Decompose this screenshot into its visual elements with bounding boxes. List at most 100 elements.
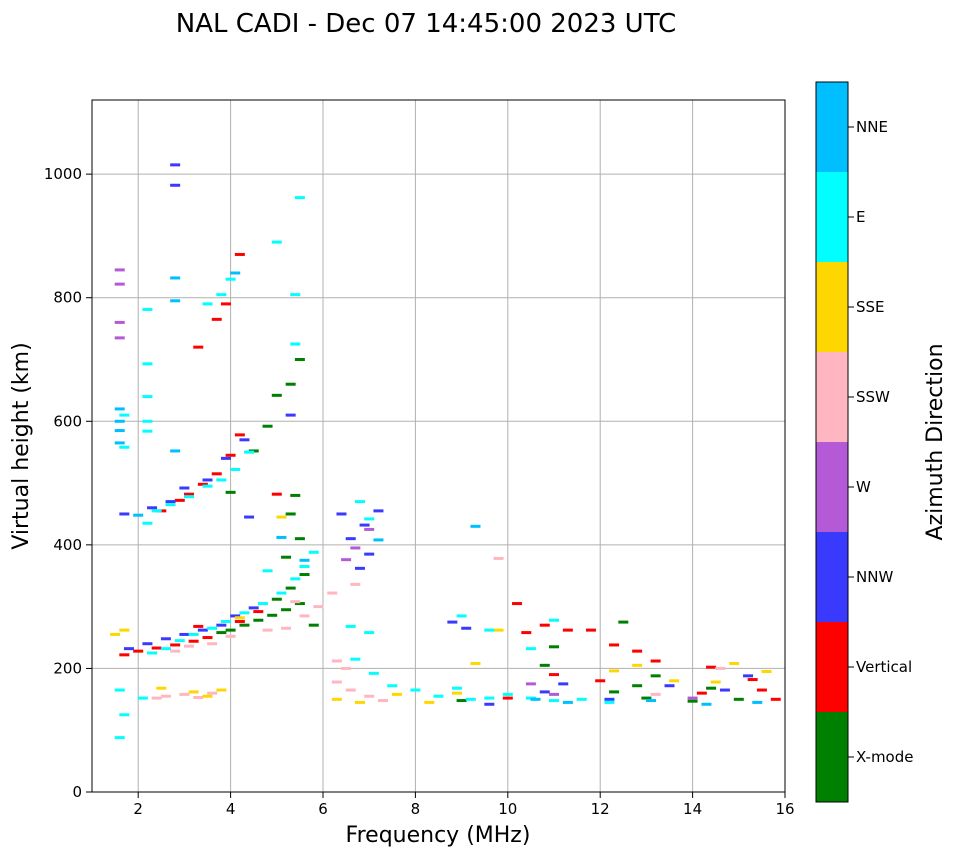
echo-point-nnw xyxy=(160,637,171,641)
echo-point-nnw xyxy=(461,626,472,630)
echo-point-e xyxy=(114,736,125,740)
echo-point-vertical xyxy=(696,691,707,695)
echo-point-e xyxy=(142,521,153,525)
echo-point-e xyxy=(142,307,153,311)
echo-point-e xyxy=(433,694,444,698)
echo-point-vertical xyxy=(234,433,245,437)
echo-point-w xyxy=(114,282,125,286)
echo-point-e xyxy=(354,500,365,504)
echo-point-vertical xyxy=(184,492,195,496)
echo-marks xyxy=(110,163,781,740)
echo-point-ssw xyxy=(493,556,504,560)
echo-point-nnw xyxy=(447,620,458,624)
echo-point-nnw xyxy=(170,183,181,187)
echo-point-ssw xyxy=(341,666,352,670)
echo-point-vertical xyxy=(170,643,181,647)
echo-point-nne xyxy=(646,699,657,703)
echo-point-ssw xyxy=(715,666,726,670)
echo-point-e xyxy=(216,478,227,482)
echo-point-nne xyxy=(276,535,287,539)
echo-point-vertical xyxy=(220,302,231,306)
x-tick-label: 4 xyxy=(226,800,236,818)
echo-point-vertical xyxy=(756,688,767,692)
echo-point-vertical xyxy=(632,649,643,653)
echo-point-vertical xyxy=(253,610,264,614)
echo-point-sse xyxy=(424,700,435,704)
echo-point-e xyxy=(364,631,375,635)
echo-point-e xyxy=(216,293,227,297)
colorbar-swatch xyxy=(816,352,848,442)
colorbar-swatch xyxy=(816,712,848,802)
echo-point-nnw xyxy=(604,697,615,701)
echo-point-e xyxy=(525,647,536,651)
echo-point-ssw xyxy=(170,649,181,653)
echo-point-nne xyxy=(230,271,241,275)
echo-point-e xyxy=(151,509,162,513)
echo-point-vertical xyxy=(211,472,222,476)
echo-point-vertical xyxy=(197,482,208,486)
echo-point-sse xyxy=(669,679,680,683)
echo-point-sse xyxy=(470,661,481,665)
grid-lines xyxy=(92,100,786,793)
echo-point-e xyxy=(549,618,559,622)
echo-point-nne xyxy=(562,700,573,704)
echo-point-x-mode xyxy=(285,586,296,590)
echo-point-sse xyxy=(331,697,342,701)
colorbar-frame xyxy=(815,81,849,803)
echo-point-nnw xyxy=(539,690,550,694)
echo-point-e xyxy=(456,614,467,618)
echo-point-ssw xyxy=(364,694,375,698)
echo-point-x-mode xyxy=(225,490,236,494)
echo-point-x-mode xyxy=(281,608,292,612)
echo-point-vertical xyxy=(271,492,282,496)
echo-point-nne xyxy=(299,558,310,562)
echo-point-e xyxy=(188,632,199,636)
echo-point-x-mode xyxy=(733,697,744,701)
echo-point-nnw xyxy=(202,478,213,482)
echo-point-e xyxy=(308,550,319,554)
echo-point-e xyxy=(142,395,153,399)
echo-point-x-mode xyxy=(225,628,236,632)
echo-point-e xyxy=(387,684,398,688)
echo-point-nnw xyxy=(197,628,208,632)
echo-point-e xyxy=(239,611,250,615)
echo-point-ssw xyxy=(331,659,342,663)
x-tick-label: 16 xyxy=(775,800,794,818)
echo-point-x-mode xyxy=(299,573,310,577)
echo-point-x-mode xyxy=(618,620,629,624)
echo-point-sse xyxy=(354,700,365,704)
echo-point-x-mode xyxy=(253,618,264,622)
echo-point-x-mode xyxy=(294,602,305,606)
echo-point-nnw xyxy=(345,537,356,541)
colorbar-tick-label: NNE xyxy=(856,118,888,136)
echo-point-e xyxy=(142,419,153,423)
x-tick-label: 2 xyxy=(133,800,143,818)
echo-point-vertical xyxy=(747,678,758,682)
echo-point-ssw xyxy=(184,644,195,648)
echo-point-vertical xyxy=(193,345,204,349)
echo-point-ssw xyxy=(378,699,389,703)
echo-point-nne xyxy=(530,697,541,701)
echo-point-nnw xyxy=(230,614,241,618)
echo-point-ssw xyxy=(193,695,204,699)
echo-point-nne xyxy=(170,449,181,453)
echo-point-x-mode xyxy=(308,623,319,627)
chart-title: NAL CADI - Dec 07 14:45:00 2023 UTC xyxy=(176,9,676,39)
echo-point-vertical xyxy=(151,646,162,650)
y-tick-label: 400 xyxy=(53,536,82,554)
x-axis-label: Frequency (MHz) xyxy=(346,823,531,848)
echo-point-nnw xyxy=(359,523,370,527)
echo-point-sse xyxy=(451,691,462,695)
echo-point-nne xyxy=(170,276,181,280)
echo-point-e xyxy=(549,699,559,703)
echo-point-ssw xyxy=(262,628,273,632)
echo-point-vertical xyxy=(585,628,596,632)
echo-point-e xyxy=(257,602,268,606)
echo-point-e xyxy=(576,697,587,701)
echo-point-nnw xyxy=(147,506,158,510)
echo-point-ssw xyxy=(331,680,342,684)
echo-point-x-mode xyxy=(290,493,301,497)
echo-point-ssw xyxy=(345,688,356,692)
colorbar-swatch xyxy=(816,82,848,172)
echo-point-x-mode xyxy=(687,699,698,703)
